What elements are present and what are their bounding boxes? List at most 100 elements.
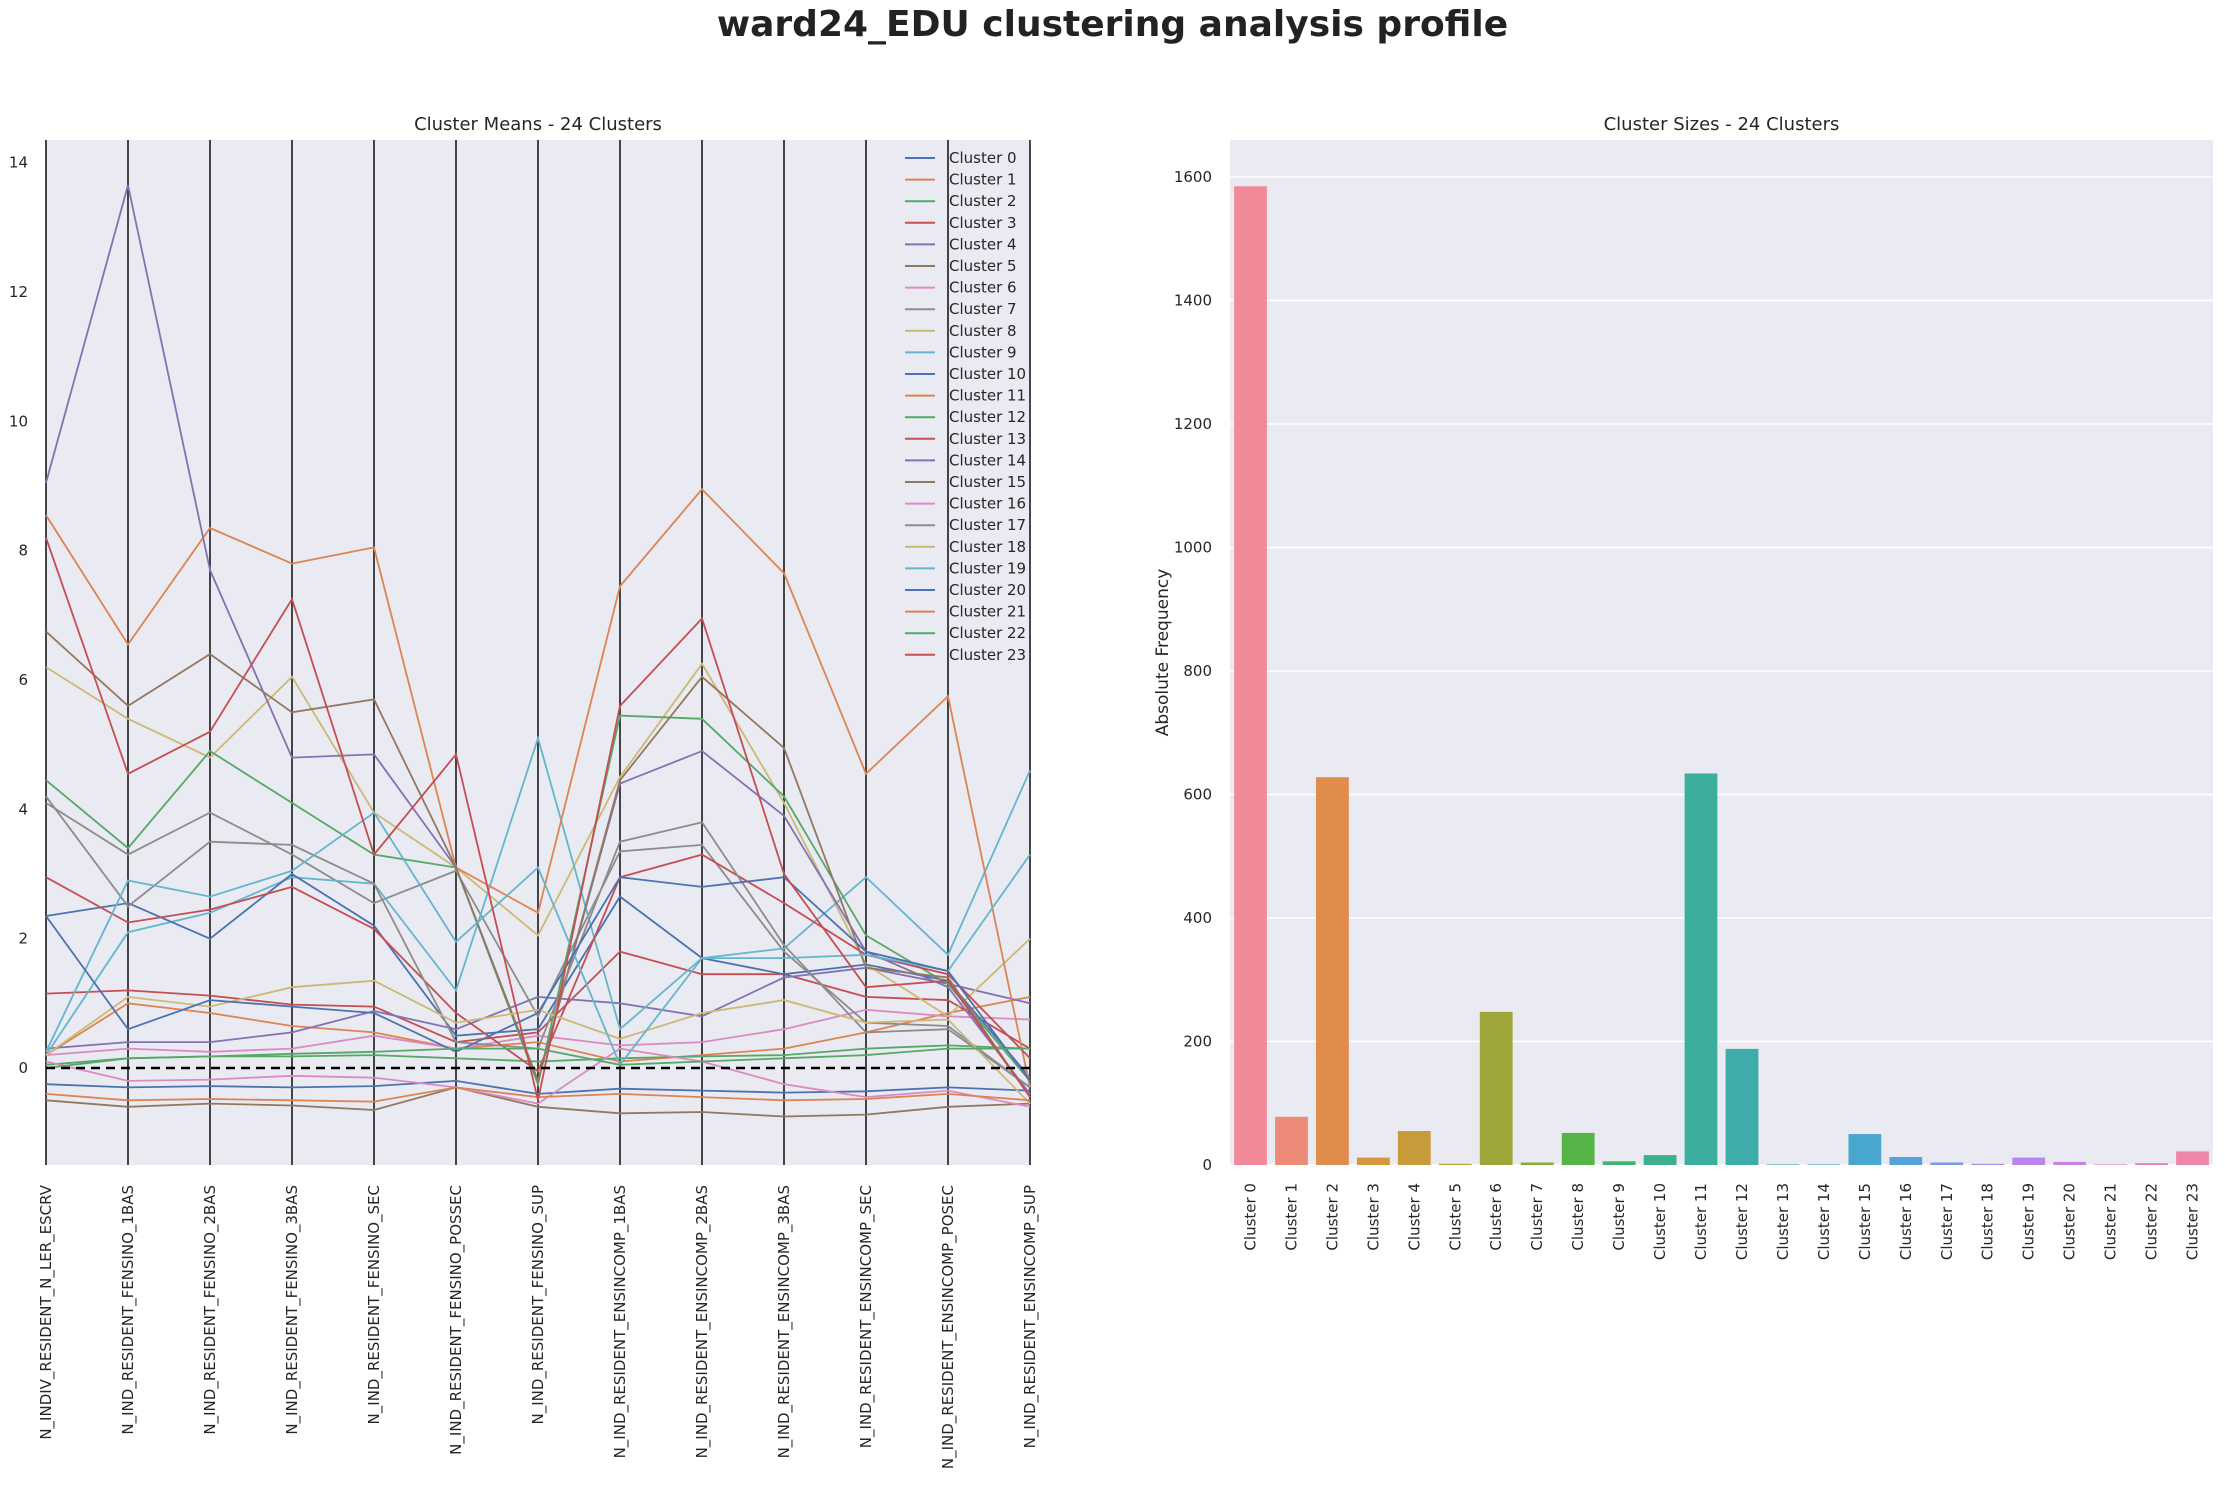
x-tick-label: Cluster 19 <box>2020 1183 2038 1260</box>
bar-cluster-10 <box>1643 1155 1677 1165</box>
x-tick-label: Cluster 9 <box>1610 1183 1628 1251</box>
x-tick-label: Cluster 5 <box>1446 1183 1464 1251</box>
bar-cluster-4 <box>1397 1131 1431 1165</box>
legend-label: Cluster 0 <box>949 149 1017 167</box>
x-tick-label: N_IND_RESIDENT_ENSINCOMP_POSEC <box>939 1185 958 1469</box>
bar-cluster-5 <box>1438 1163 1472 1165</box>
series-line-cluster-23 <box>45 537 1031 1101</box>
x-tick-label: N_INDIV_RESIDENT_N_LER_ESCRV <box>37 1184 56 1439</box>
x-tick-label: Cluster 17 <box>1938 1183 1956 1260</box>
y-tick-label: 1400 <box>1174 292 1212 310</box>
x-tick-label: Cluster 1 <box>1282 1183 1300 1251</box>
x-tick-label: N_IND_RESIDENT_ENSINCOMP_2BAS <box>693 1185 712 1458</box>
series-line-cluster-18 <box>45 979 1031 1105</box>
legend-label: Cluster 8 <box>949 322 1017 340</box>
x-tick-label: N_IND_RESIDENT_FENSINO_SUP <box>529 1185 548 1425</box>
x-tick-label: Cluster 14 <box>1815 1183 1833 1260</box>
x-tick-label: Cluster 22 <box>2143 1183 2161 1260</box>
bar-cluster-0 <box>1234 186 1267 1166</box>
y-tick-label: 1200 <box>1174 415 1212 433</box>
x-tick-label: Cluster 7 <box>1528 1183 1546 1251</box>
y-tick-label: 12 <box>9 283 28 301</box>
series-line-cluster-15 <box>45 630 1031 1098</box>
y-axis-label: Absolute Frequency <box>1153 569 1173 737</box>
x-tick-label: N_IND_RESIDENT_FENSINO_SEC <box>365 1185 384 1424</box>
x-tick-label: Cluster 6 <box>1487 1183 1505 1251</box>
chart-title-sizes: Cluster Sizes - 24 Clusters <box>1604 114 1840 135</box>
y-tick-label: 0 <box>1202 1156 1212 1174</box>
x-tick-label: Cluster 8 <box>1569 1183 1587 1251</box>
legend-label: Cluster 11 <box>949 387 1026 405</box>
legend-label: Cluster 7 <box>949 300 1017 318</box>
legend-label: Cluster 18 <box>949 538 1026 556</box>
legend-label: Cluster 13 <box>949 430 1026 448</box>
series-line-cluster-22 <box>45 1047 1030 1069</box>
x-tick-label: N_IND_RESIDENT_FENSINO_3BAS <box>283 1185 302 1435</box>
x-tick-label: N_IND_RESIDENT_ENSINCOMP_1BAS <box>611 1185 630 1458</box>
y-tick-label: 6 <box>18 671 28 689</box>
bar-cluster-14 <box>1807 1164 1841 1165</box>
legend-label: Cluster 21 <box>949 603 1026 621</box>
x-tick-label: Cluster 2 <box>1323 1183 1341 1251</box>
legend-label: Cluster 12 <box>949 408 1026 426</box>
legend-label: Cluster 15 <box>949 473 1026 491</box>
bar-cluster-3 <box>1357 1157 1390 1165</box>
y-tick-label: 14 <box>9 154 28 172</box>
bar-cluster-16 <box>1889 1157 1923 1165</box>
legend-label: Cluster 9 <box>949 343 1017 361</box>
bar-cluster-19 <box>2012 1157 2046 1165</box>
bar-cluster-12 <box>1725 1048 1759 1165</box>
series-line-cluster-9 <box>45 735 1031 1056</box>
y-tick-label: 2 <box>18 930 28 948</box>
x-tick-label: Cluster 23 <box>2184 1183 2202 1260</box>
legend-label: Cluster 17 <box>949 516 1026 534</box>
legend-label: Cluster 19 <box>949 559 1026 577</box>
legend-label: Cluster 10 <box>949 365 1026 383</box>
series-line-cluster-0 <box>45 1079 1031 1095</box>
series-line-cluster-10 <box>45 872 1031 1079</box>
series-line-cluster-3 <box>45 950 1031 1050</box>
cluster-means-chart: 0 2 4 6 8 10 12 14 Cluster Means - 24 Clusters N_… <box>9 114 1040 1469</box>
y-tick-label: 1000 <box>1174 539 1212 557</box>
plot-area <box>1230 140 2213 1165</box>
x-tick-label: Cluster 12 <box>1733 1183 1751 1260</box>
legend-label: Cluster 1 <box>949 171 1017 189</box>
y-tick-label: 8 <box>18 542 28 560</box>
y-tick-label: 600 <box>1183 786 1212 804</box>
x-tick-label: Cluster 21 <box>2102 1183 2120 1260</box>
legend-label: Cluster 5 <box>949 257 1017 275</box>
bar-cluster-13 <box>1766 1164 1800 1165</box>
legend-label: Cluster 16 <box>949 495 1026 513</box>
y-tick-label: 4 <box>18 800 28 818</box>
y-tick-label: 400 <box>1183 909 1212 927</box>
series-line-cluster-6 <box>45 1008 1031 1056</box>
x-tick-label: N_IND_RESIDENT_FENSINO_1BAS <box>119 1185 138 1435</box>
legend-label: Cluster 3 <box>949 214 1017 232</box>
bar-cluster-23 <box>2176 1151 2209 1165</box>
series-line-cluster-11 <box>45 487 1031 1088</box>
bar-cluster-18 <box>1971 1163 2005 1165</box>
x-tick-label: Cluster 4 <box>1405 1183 1423 1251</box>
bar-cluster-7 <box>1520 1162 1554 1165</box>
legend-label: Cluster 20 <box>949 581 1026 599</box>
x-tick-label: Cluster 13 <box>1774 1183 1792 1260</box>
x-tick-label: Cluster 20 <box>2061 1183 2079 1260</box>
y-tick-label: 0 <box>18 1059 28 1077</box>
figure-title: ward24_EDU clustering analysis profile <box>716 4 1509 45</box>
legend-label: Cluster 4 <box>949 235 1017 253</box>
x-tick-label: Cluster 16 <box>1897 1183 1915 1260</box>
series-line-cluster-12 <box>45 714 1031 1088</box>
x-tick-label: N_IND_RESIDENT_FENSINO_POSSEC <box>447 1185 466 1455</box>
bar-cluster-15 <box>1848 1134 1882 1165</box>
x-tick-label: N_IND_RESIDENT_ENSINCOMP_3BAS <box>775 1185 794 1458</box>
legend-label: Cluster 23 <box>949 646 1026 664</box>
series-line-cluster-5 <box>45 1086 1031 1118</box>
bar-cluster-21 <box>2094 1164 2127 1165</box>
x-tick-label: N_IND_RESIDENT_ENSINCOMP_SEC <box>857 1185 876 1448</box>
x-tick-label: N_IND_RESIDENT_ENSINCOMP_SUP <box>1021 1185 1040 1448</box>
bar-cluster-9 <box>1602 1161 1636 1165</box>
x-tick-label: Cluster 11 <box>1692 1183 1710 1260</box>
bar-cluster-20 <box>2053 1161 2087 1165</box>
